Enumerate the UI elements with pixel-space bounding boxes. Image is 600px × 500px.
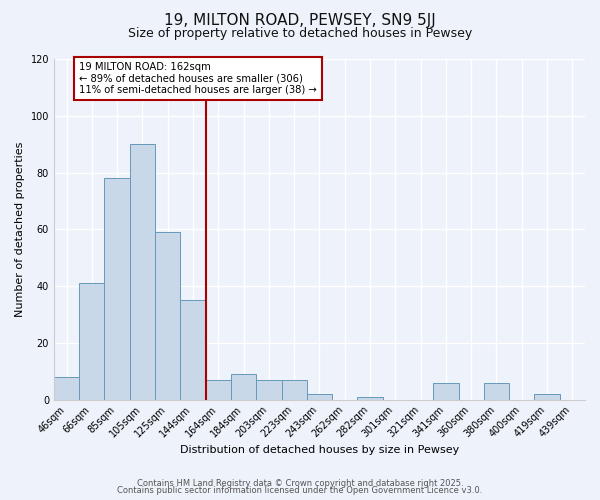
Bar [54, 377, 79, 400]
Text: Size of property relative to detached houses in Pewsey: Size of property relative to detached ho… [128, 28, 472, 40]
Text: Contains public sector information licensed under the Open Government Licence v3: Contains public sector information licen… [118, 486, 482, 495]
Text: 19, MILTON ROAD, PEWSEY, SN9 5JJ: 19, MILTON ROAD, PEWSEY, SN9 5JJ [164, 12, 436, 28]
Y-axis label: Number of detached properties: Number of detached properties [15, 142, 25, 317]
Bar [484, 382, 509, 400]
Bar [307, 394, 332, 400]
Bar [206, 380, 231, 400]
Bar [535, 394, 560, 400]
Bar [79, 284, 104, 400]
Bar [256, 380, 281, 400]
Bar [130, 144, 155, 400]
Bar [155, 232, 181, 400]
Text: Contains HM Land Registry data © Crown copyright and database right 2025.: Contains HM Land Registry data © Crown c… [137, 478, 463, 488]
Bar [358, 397, 383, 400]
X-axis label: Distribution of detached houses by size in Pewsey: Distribution of detached houses by size … [180, 445, 459, 455]
Bar [104, 178, 130, 400]
Bar [181, 300, 206, 400]
Bar [231, 374, 256, 400]
Bar [281, 380, 307, 400]
Text: 19 MILTON ROAD: 162sqm
← 89% of detached houses are smaller (306)
11% of semi-de: 19 MILTON ROAD: 162sqm ← 89% of detached… [79, 62, 317, 95]
Bar [433, 382, 458, 400]
